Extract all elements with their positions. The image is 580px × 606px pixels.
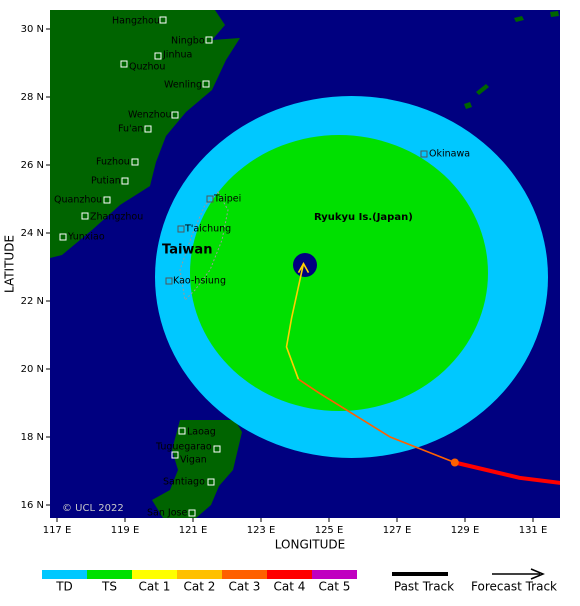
place-marker (202, 80, 210, 88)
legend-swatch (42, 570, 87, 579)
place-label: Putian (91, 176, 121, 187)
place-marker (171, 111, 179, 119)
place-label: Quanzhou (54, 195, 102, 206)
place-marker (171, 451, 179, 459)
x-tick-label: 119 E (111, 525, 140, 536)
place-label: Wenling (164, 80, 202, 91)
place-marker (188, 509, 196, 517)
legend-swatch (177, 570, 222, 579)
legend-label: Cat 5 (319, 580, 351, 594)
place-marker (81, 212, 89, 220)
legend-swatch (222, 570, 267, 579)
y-tick-label: 30 N (21, 24, 44, 35)
track-segment (285, 263, 305, 380)
place-label: Jinhua (162, 50, 192, 61)
legend-swatch (132, 570, 177, 579)
place-marker (103, 196, 111, 204)
legend-swatch (312, 570, 357, 579)
x-tick-label: 121 E (179, 525, 208, 536)
legend-label: TS (101, 580, 117, 594)
y-tick-label: 16 N (21, 500, 44, 511)
place-label: T'aichung (184, 224, 231, 235)
place-marker (159, 16, 167, 24)
place-label: San Jose (147, 508, 187, 519)
land-china (50, 10, 240, 258)
y-tick-label: 20 N (21, 364, 44, 375)
x-tick-label: 125 E (315, 525, 344, 536)
y-tick-label: 22 N (21, 296, 44, 307)
legend-label: Cat 1 (139, 580, 171, 594)
x-tick-label: 117 E (43, 525, 72, 536)
place-marker (207, 478, 215, 486)
y-axis-label: LATITUDE (3, 235, 17, 293)
place-label: Laoag (187, 427, 216, 438)
place-marker (213, 445, 221, 453)
place-marker (205, 36, 213, 44)
place-marker (165, 277, 173, 285)
place-marker (177, 225, 185, 233)
legend-label: Cat 4 (274, 580, 306, 594)
place-label: Yunxiao (67, 232, 105, 243)
land-luzon (152, 420, 242, 518)
place-label: Kao-hsiung (173, 276, 226, 287)
legend-swatch (87, 570, 132, 579)
place-marker (144, 125, 152, 133)
place-label: Santiago (163, 477, 205, 488)
y-tick-label: 28 N (21, 92, 44, 103)
y-tick-label: 24 N (21, 228, 44, 239)
legend: Past Track Forecast Track TD TS Cat 1 Cat 2… (42, 568, 557, 594)
place-label: Okinawa (429, 149, 470, 160)
track (285, 261, 560, 485)
place-label: Tuguegarao (155, 442, 212, 453)
copyright: © UCL 2022 (62, 503, 124, 514)
place-label: Quzhou (129, 62, 165, 73)
legend-label: TD (55, 580, 73, 594)
place-label: Fu'an (118, 124, 143, 135)
x-axis-label: LONGITUDE (275, 538, 345, 552)
legend-label: Cat 2 (184, 580, 216, 594)
place-marker (178, 427, 186, 435)
x-tick-label: 129 E (451, 525, 480, 536)
x-tick-label: 131 E (519, 525, 548, 536)
ts-wind-area (190, 135, 488, 411)
place-label: Zhangzhou (90, 212, 143, 223)
place-marker (59, 233, 67, 241)
place-label: Fuzhou (96, 157, 130, 168)
place-marker (420, 150, 428, 158)
x-tick-label: 127 E (383, 525, 412, 536)
place-label: Wenzhou (128, 110, 172, 121)
track-arrow (297, 261, 310, 273)
track-segment (454, 460, 560, 485)
place-marker (154, 52, 162, 60)
legend-swatch (267, 570, 312, 579)
place-marker (121, 177, 129, 185)
track-segment (297, 378, 456, 464)
map-layers (50, 10, 560, 518)
current-position (450, 458, 459, 467)
legend-label: Forecast Track (471, 580, 557, 594)
y-tick-label: 18 N (21, 432, 44, 443)
legend-label: Past Track (394, 580, 454, 594)
arrow-head (530, 568, 545, 580)
legend-label: Cat 3 (229, 580, 261, 594)
place-label: Hangzhou (112, 16, 160, 27)
x-tick-label: 123 E (247, 525, 276, 536)
place-label: Ningbo (171, 36, 205, 47)
y-tick-label: 26 N (21, 160, 44, 171)
place-label: Taipei (213, 194, 241, 205)
place-marker (120, 60, 128, 68)
region-label: Taiwan (162, 243, 212, 258)
place-marker (206, 195, 214, 203)
place-marker (131, 158, 139, 166)
region-label: Ryukyu Is.(Japan) (314, 212, 413, 223)
place-label: Vigan (180, 455, 207, 466)
places: Hangzhou Ningbo Jinhua Quzhou Wenling We… (54, 16, 470, 519)
